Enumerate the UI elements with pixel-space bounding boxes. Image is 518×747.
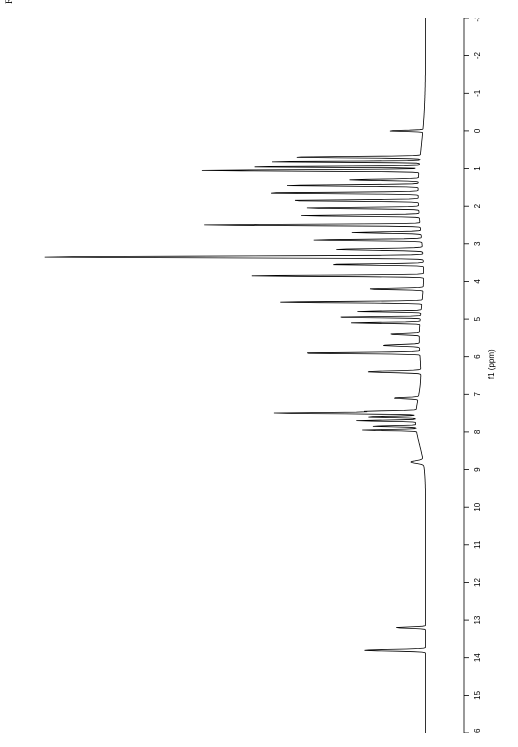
- ppm-tick-label: 14: [473, 653, 482, 662]
- ppm-tick-label: 13: [473, 615, 482, 624]
- ppm-axis-title: f1 (ppm): [487, 349, 496, 379]
- ppm-tick-label: 2: [473, 203, 482, 208]
- spectrum-trace: [45, 18, 426, 733]
- ppm-tick-label: 6: [473, 354, 482, 359]
- ppm-tick-label: 10: [473, 502, 482, 511]
- spectrum-plot: [30, 18, 450, 733]
- ppm-tick-label: 12: [473, 578, 482, 587]
- ppm-tick-label: -3: [473, 18, 482, 22]
- ppm-tick-label: -1: [473, 89, 482, 97]
- ppm-tick-label: -2: [473, 51, 482, 59]
- ppm-tick-label: 15: [473, 690, 482, 699]
- ppm-tick-label: 5: [473, 316, 482, 321]
- left-axis-label: FSD/1: [4, 0, 14, 4]
- ppm-axis: -3-2-1012345678910111213141516f1 (ppm): [460, 18, 510, 733]
- nmr-spectrum-figure: FSD/1 -3-2-1012345678910111213141516f1 (…: [0, 0, 518, 747]
- ppm-tick-label: 16: [473, 728, 482, 733]
- ppm-tick-label: 9: [473, 467, 482, 472]
- ppm-tick-label: 0: [473, 128, 482, 133]
- ppm-tick-label: 4: [473, 279, 482, 284]
- ppm-tick-label: 7: [473, 392, 482, 397]
- ppm-tick-label: 11: [473, 540, 482, 549]
- ppm-tick-label: 8: [473, 429, 482, 434]
- ppm-tick-label: 3: [473, 241, 482, 246]
- ppm-tick-label: 1: [473, 166, 482, 171]
